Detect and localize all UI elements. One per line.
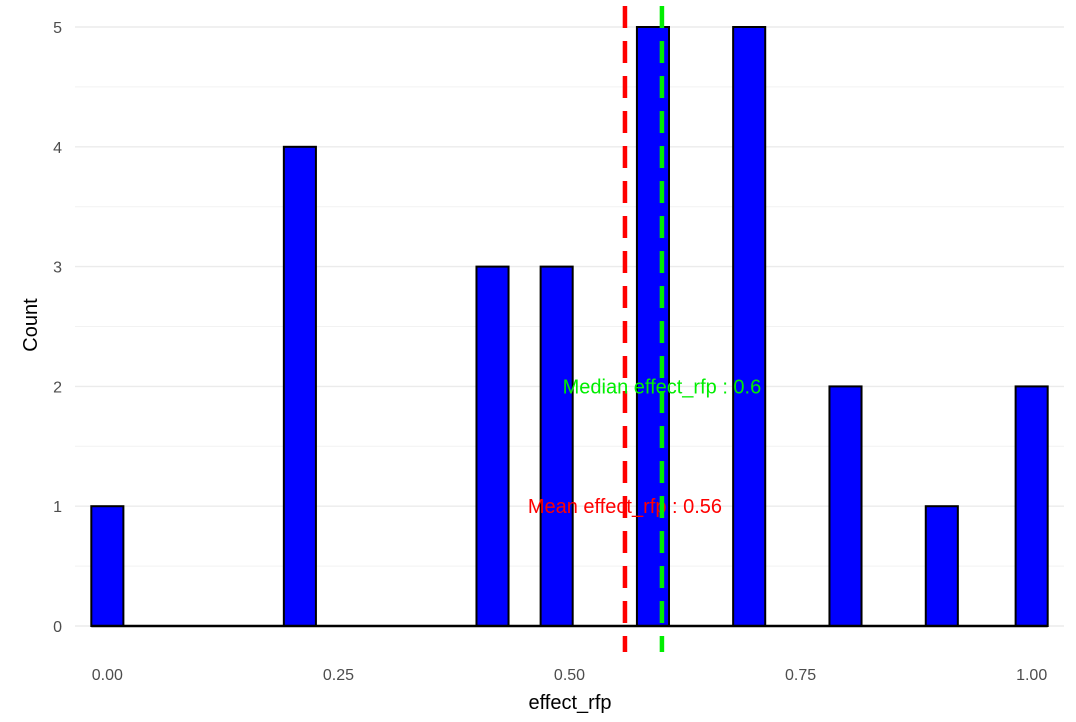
y-tick-label-1: 1 [53, 499, 62, 516]
x-tick-label-2: 0.50 [554, 667, 585, 684]
bar-4 [635, 26, 671, 627]
x-tick-label-3: 0.75 [785, 667, 816, 684]
y-axis-title: Count [20, 298, 42, 352]
y-tick-label-3: 3 [53, 260, 62, 277]
x-axis-ticks: 0.00 0.25 0.50 0.75 1.00 [92, 667, 1048, 684]
bar-2 [475, 265, 510, 627]
bar-0 [90, 505, 125, 628]
y-tick-label-0: 0 [53, 619, 62, 636]
y-tick-label-5: 5 [53, 20, 62, 37]
bar-6 [828, 385, 863, 627]
y-axis-ticks: 0 1 2 3 4 5 [53, 20, 62, 636]
x-axis-title: effect_rfp [528, 692, 611, 714]
y-tick-label-2: 2 [53, 379, 62, 396]
x-tick-label-0: 0.00 [92, 667, 123, 684]
bar-7 [924, 505, 959, 628]
median-annotation: Median effect_rfp : 0.6 [563, 376, 762, 398]
x-tick-label-4: 1.00 [1016, 667, 1047, 684]
bar-5 [732, 26, 767, 627]
bar-3 [539, 265, 574, 627]
bar-8 [1014, 385, 1049, 627]
x-tick-label-1: 0.25 [323, 667, 354, 684]
reference-lines: Mean effect_rfp : 0.56 Median effect_rfp … [528, 6, 761, 652]
mean-annotation: Mean effect_rfp : 0.56 [528, 496, 722, 518]
y-tick-label-4: 4 [53, 140, 62, 157]
bar-1 [282, 145, 317, 628]
